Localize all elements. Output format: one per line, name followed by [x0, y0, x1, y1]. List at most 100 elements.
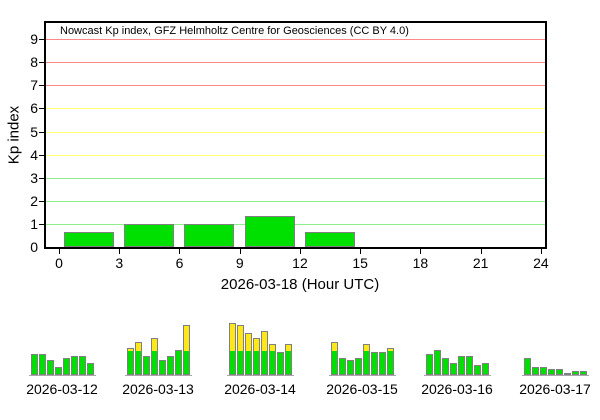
mini-kp-bar-hour-3	[338, 358, 346, 375]
gridline-kp-6	[46, 108, 545, 110]
mini-kp-bar-hour-9	[54, 366, 62, 375]
y-tick-mark-3	[39, 177, 44, 179]
mini-chart-2026-03-15	[330, 319, 394, 375]
mini-bar-green-segment	[159, 361, 165, 374]
mini-bar-green-segment	[482, 363, 488, 374]
mini-kp-bar-hour-12	[260, 331, 268, 375]
gridline-kp-9	[46, 39, 545, 41]
x-tick-label-9: 9	[235, 255, 244, 271]
mini-bar-green-segment	[55, 367, 61, 374]
mini-kp-bar-hour-3	[236, 325, 244, 375]
kp-bar-hour-0	[64, 231, 114, 247]
mini-bar-green-segment	[63, 359, 69, 374]
mini-kp-bar-hour-3	[134, 341, 142, 375]
mini-bar-green-segment	[151, 351, 157, 374]
mini-bar-green-segment	[556, 369, 562, 374]
mini-kp-bar-hour-15	[268, 343, 276, 375]
y-tick-mark-9	[39, 39, 44, 41]
x-tick-mark-24	[540, 249, 542, 254]
x-tick-mark-15	[360, 249, 362, 254]
mini-kp-bar-hour-9	[354, 358, 362, 375]
mini-bar-green-segment	[363, 351, 369, 374]
mini-bar-green-segment	[442, 359, 448, 374]
kp-bar-hour-6	[184, 223, 235, 247]
mini-bar-green-segment	[175, 351, 181, 374]
mini-kp-bar-hour-12	[362, 343, 370, 375]
mini-bar-green-segment	[261, 351, 267, 374]
x-tick-label-21: 21	[472, 255, 489, 271]
mini-kp-bar-hour-3	[433, 350, 441, 375]
mini-kp-bar-hour-18	[78, 356, 86, 375]
x-tick-mark-6	[179, 249, 181, 254]
mini-bar-green-segment	[71, 357, 77, 374]
mini-bar-green-segment	[135, 351, 141, 374]
mini-kp-bar-hour-21	[386, 347, 394, 375]
gridline-kp-3	[46, 177, 545, 179]
x-tick-label-6: 6	[175, 255, 184, 271]
y-tick-mark-2	[39, 200, 44, 202]
y-tick-label-8: 8	[30, 54, 38, 71]
mini-kp-bar-hour-18	[473, 364, 481, 375]
x-tick-label-3: 3	[115, 255, 124, 271]
mini-chart-baseline-2026-03-15	[328, 375, 396, 376]
mini-kp-bar-hour-15	[370, 352, 378, 375]
mini-bar-green-segment	[347, 361, 353, 374]
mini-bar-green-segment	[39, 355, 45, 374]
mini-bar-green-segment	[229, 351, 235, 374]
y-tick-label-0: 0	[30, 239, 38, 255]
x-tick-mark-0	[59, 249, 60, 254]
mini-chart-baseline-2026-03-13	[124, 375, 192, 376]
mini-bar-green-segment	[572, 371, 578, 374]
x-tick-mark-3	[119, 249, 121, 254]
mini-chart-2026-03-17	[523, 319, 587, 375]
kp-bar-hour-3	[124, 223, 175, 247]
mini-bar-green-segment	[245, 351, 251, 374]
mini-bar-green-segment	[434, 351, 440, 374]
mini-bar-yellow-segment	[245, 334, 251, 351]
mini-bar-yellow-segment	[261, 332, 267, 351]
y-tick-mark-7	[39, 85, 44, 87]
y-tick-label-6: 6	[30, 100, 38, 117]
mini-bar-green-segment	[450, 363, 456, 374]
mini-chart-date-2026-03-14: 2026-03-14	[224, 381, 296, 397]
mini-kp-bar-hour-12	[62, 358, 70, 375]
mini-chart-2026-03-12	[30, 319, 94, 375]
mini-kp-bar-hour-6	[346, 360, 354, 375]
mini-chart-date-2026-03-15: 2026-03-15	[326, 381, 398, 397]
x-tick-label-0: 0	[55, 255, 63, 271]
gridline-kp-4	[46, 154, 545, 156]
mini-chart-baseline-2026-03-16	[423, 375, 491, 376]
y-tick-label-9: 9	[30, 31, 38, 48]
mini-chart-2026-03-14	[228, 319, 292, 375]
mini-kp-bar-hour-21	[86, 362, 94, 375]
mini-kp-bar-hour-18	[276, 352, 284, 375]
mini-bar-yellow-segment	[229, 323, 235, 351]
mini-chart-date-2026-03-16: 2026-03-16	[421, 381, 493, 397]
mini-bar-green-segment	[548, 369, 554, 374]
x-tick-mark-18	[420, 249, 422, 254]
y-tick-label-5: 5	[30, 123, 38, 140]
y-tick-label-1: 1	[30, 215, 38, 232]
gridline-kp-2	[46, 200, 545, 202]
y-tick-mark-1	[39, 223, 44, 225]
mini-kp-bar-hour-15	[166, 356, 174, 375]
x-tick-label-12: 12	[292, 255, 308, 271]
mini-bar-yellow-segment	[135, 342, 141, 351]
mini-bar-green-segment	[387, 351, 393, 374]
mini-kp-bar-hour-6	[539, 366, 547, 375]
mini-bar-green-segment	[379, 353, 385, 374]
mini-kp-bar-hour-18	[174, 350, 182, 375]
mini-bar-yellow-segment	[183, 326, 189, 351]
mini-chart-date-2026-03-13: 2026-03-13	[122, 381, 194, 397]
mini-bar-yellow-segment	[237, 326, 243, 351]
mini-kp-bar-hour-15	[465, 356, 473, 375]
mini-bar-green-segment	[474, 365, 480, 374]
mini-chart-baseline-2026-03-12	[28, 375, 96, 376]
kp-bar-hour-9	[244, 216, 295, 247]
mini-bar-green-segment	[79, 357, 85, 374]
x-tick-label-15: 15	[352, 255, 368, 271]
mini-kp-bar-hour-6	[142, 356, 150, 375]
mini-chart-baseline-2026-03-17	[521, 375, 589, 376]
mini-bar-green-segment	[466, 357, 472, 374]
mini-kp-bar-hour-0	[126, 347, 134, 375]
